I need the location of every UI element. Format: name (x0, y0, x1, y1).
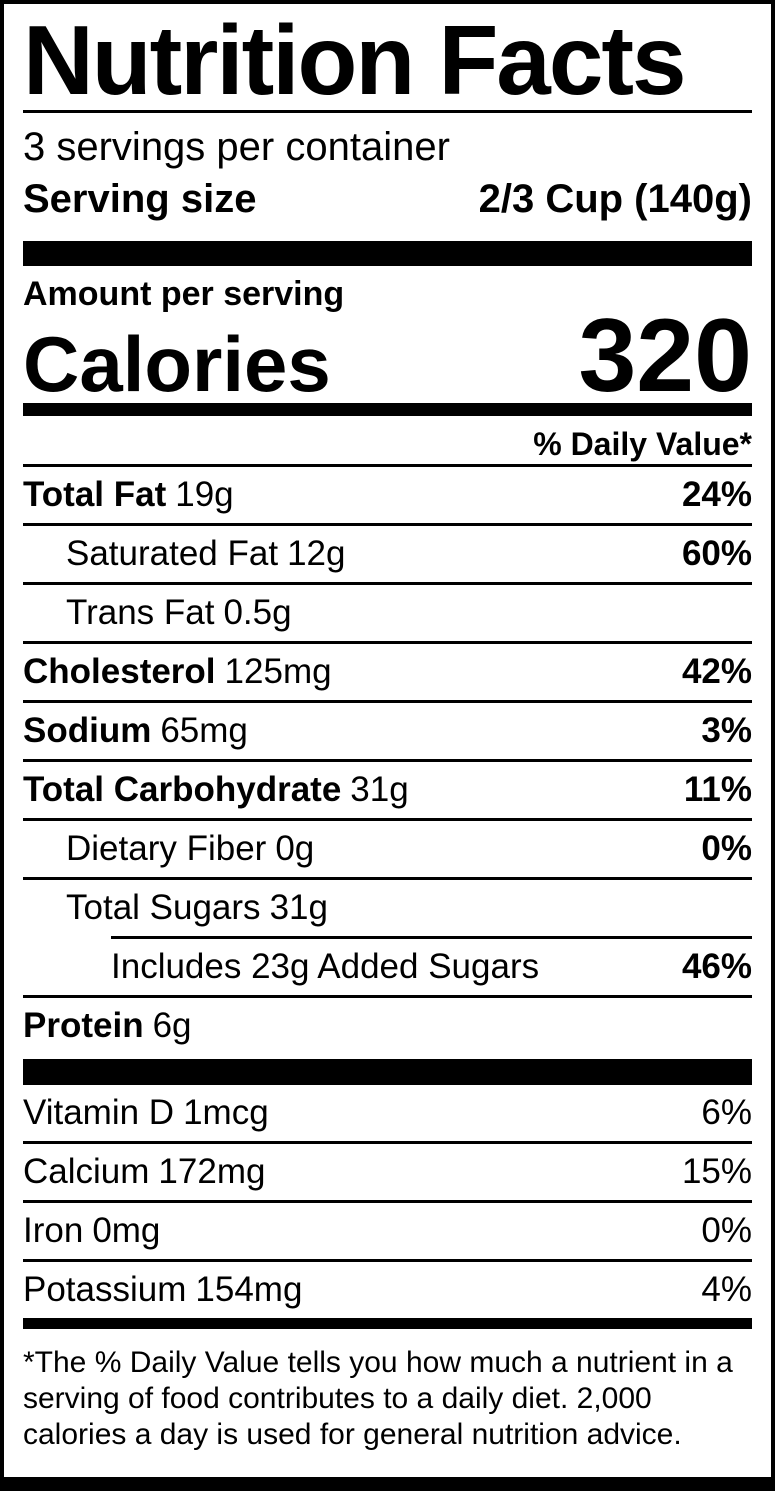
label-title: Nutrition Facts (23, 5, 686, 115)
nutrient-name: Sodium (23, 711, 152, 750)
nutrient-dv: 60% (681, 534, 752, 573)
micronutrient-row-iron: Iron 0mg 0% (23, 1203, 752, 1262)
daily-value-footnote: *The % Daily Value tells you how much a … (23, 1346, 733, 1451)
nutrient-amount: 1mcg (183, 1093, 269, 1132)
serving-size-value: 2/3 Cup (140g) (478, 177, 752, 221)
nutrient-row-protein: Protein 6g (23, 998, 752, 1054)
nutrient-amount: 6g (152, 1006, 192, 1045)
nutrient-row-total-fat: Total Fat 19g 24% (23, 467, 752, 526)
nutrient-row-dietary-fiber: Dietary Fiber 0g 0% (23, 821, 752, 880)
nutrient-dv: 42% (681, 652, 752, 691)
nutrient-text: Total Carbohydrate 31g (23, 768, 409, 812)
calories-label: Calories (23, 320, 331, 408)
nutrient-row-saturated-fat: Saturated Fat 12g 60% (23, 526, 752, 585)
nutrient-amount: 0mg (92, 1211, 161, 1250)
nutrient-text: Protein 6g (23, 1004, 192, 1048)
nutrient-name: Trans Fat (66, 593, 215, 632)
indented-separator (111, 936, 752, 939)
thick-bar-top (23, 241, 752, 266)
medium-bar-above-footnote (23, 1318, 752, 1329)
nutrient-dv: 11% (683, 770, 752, 809)
nutrient-dv: 0% (701, 829, 752, 868)
nutrient-name: Vitamin D (23, 1093, 175, 1132)
nutrient-row-added-sugars: Includes 23g Added Sugars 46% (23, 939, 752, 998)
nutrient-text: Calcium 172mg (23, 1150, 265, 1194)
nutrient-text: Saturated Fat 12g (23, 532, 345, 576)
nutrient-text: Trans Fat 0.5g (23, 591, 292, 635)
nutrient-amount: 31g (269, 888, 328, 927)
serving-size-label: Serving size (23, 177, 257, 221)
nutrient-name: Dietary Fiber (66, 829, 267, 868)
nutrient-name: Includes 23g Added Sugars (111, 947, 540, 986)
nutrient-amount: 154mg (195, 1270, 303, 1309)
amount-per-serving: Amount per serving (23, 275, 345, 313)
nutrient-text: Total Fat 19g (23, 473, 234, 517)
micronutrient-row-potassium: Potassium 154mg 4% (23, 1262, 752, 1318)
nutrient-name: Total Sugars (66, 888, 261, 927)
nutrient-amount: 172mg (158, 1152, 266, 1191)
nutrient-dv: 46% (681, 947, 752, 986)
nutrient-text: Includes 23g Added Sugars (23, 945, 548, 989)
micronutrient-row-calcium: Calcium 172mg 15% (23, 1144, 752, 1203)
nutrient-name: Cholesterol (23, 652, 216, 691)
nutrient-dv: 4% (701, 1270, 752, 1309)
calories-row: Calories 320 (23, 298, 752, 414)
servings-per-container: 3 servings per container (23, 125, 450, 169)
nutrient-text: Potassium 154mg (23, 1268, 302, 1312)
separator-under-title (23, 110, 752, 113)
nutrient-amount: 125mg (224, 652, 332, 691)
nutrient-amount: 0g (275, 829, 315, 868)
nutrient-text: Iron 0mg (23, 1209, 160, 1253)
nutrient-name: Calcium (23, 1152, 150, 1191)
nutrient-dv: 6% (701, 1093, 752, 1132)
nutrient-name: Potassium (23, 1270, 187, 1309)
nutrient-dv: 3% (701, 711, 752, 750)
nutrient-text: Cholesterol 125mg (23, 650, 332, 694)
nutrient-row-sodium: Sodium 65mg 3% (23, 703, 752, 762)
nutrient-row-total-carbohydrate: Total Carbohydrate 31g 11% (23, 762, 752, 821)
daily-value-header: % Daily Value* (533, 426, 752, 462)
nutrient-row-trans-fat: Trans Fat 0.5g (23, 585, 752, 644)
nutrient-amount: 12g (287, 534, 346, 573)
nutrient-amount: 0.5g (223, 593, 292, 632)
nutrient-text: Total Sugars 31g (23, 886, 328, 930)
calories-value: 320 (578, 298, 752, 414)
nutrient-name: Protein (23, 1006, 144, 1045)
micronutrient-row-vitamin-d: Vitamin D 1mcg 6% (23, 1085, 752, 1144)
nutrient-dv: 0% (701, 1211, 752, 1250)
separator-under-dv-header (23, 464, 752, 467)
nutrient-row-total-sugars: Total Sugars 31g (23, 880, 752, 936)
nutrient-text: Dietary Fiber 0g (23, 827, 314, 871)
nutrient-name: Iron (23, 1211, 84, 1250)
nutrient-row-cholesterol: Cholesterol 125mg 42% (23, 644, 752, 703)
nutrient-name: Saturated Fat (66, 534, 279, 573)
nutrient-amount: 19g (175, 475, 234, 514)
nutrient-amount: 31g (350, 770, 409, 809)
nutrient-dv: 15% (681, 1152, 752, 1191)
nutrient-amount: 65mg (160, 711, 248, 750)
medium-bar-under-calories (23, 403, 752, 416)
serving-size-row: Serving size 2/3 Cup (140g) (23, 173, 752, 225)
nutrient-dv: 24% (681, 475, 752, 514)
nutrient-text: Vitamin D 1mcg (23, 1091, 269, 1135)
thick-bar-above-micronutrients (23, 1059, 752, 1085)
nutrient-text: Sodium 65mg (23, 709, 248, 753)
nutrient-name: Total Carbohydrate (23, 770, 342, 809)
nutrient-name: Total Fat (23, 475, 167, 514)
